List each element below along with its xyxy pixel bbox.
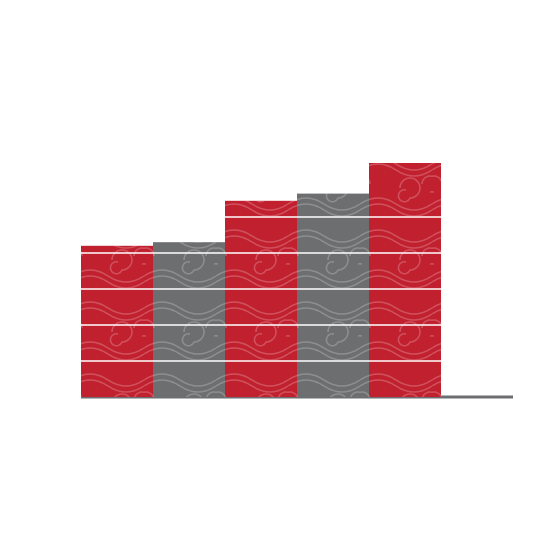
bar-group: [153, 242, 225, 397]
bar-texture: [297, 193, 369, 397]
bar-group: [297, 193, 369, 397]
bar-texture: [369, 163, 441, 397]
bar-group: [81, 245, 153, 397]
bar-texture: [153, 242, 225, 397]
bar-texture: [225, 200, 297, 397]
bar-group: [225, 200, 297, 397]
bar-group: [369, 163, 441, 397]
bar-texture: [81, 245, 153, 397]
